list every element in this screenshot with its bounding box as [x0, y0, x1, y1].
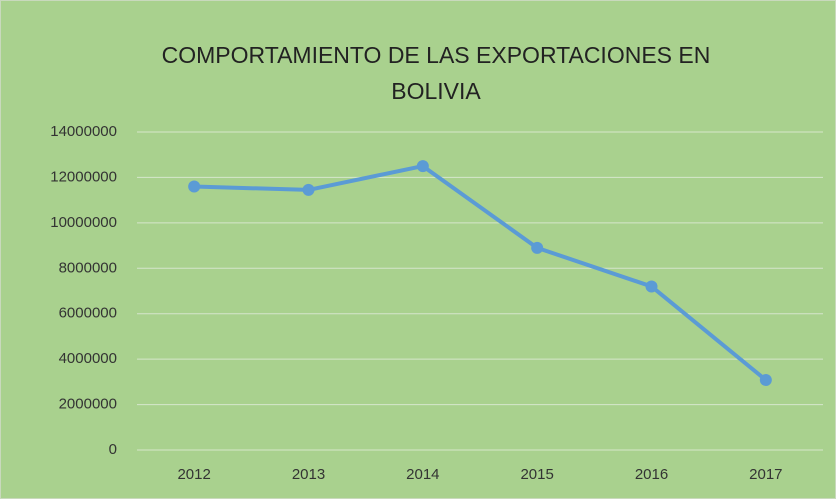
- data-point: [759, 374, 772, 387]
- y-tick-label: 4000000: [59, 350, 117, 367]
- y-tick-label: 8000000: [59, 259, 117, 276]
- y-tick-label: 6000000: [59, 305, 117, 322]
- data-line: [194, 164, 768, 382]
- y-tick-label: 14000000: [50, 123, 117, 140]
- data-point: [531, 241, 544, 254]
- data-point: [416, 160, 429, 173]
- chart-title: COMPORTAMIENTO DE LAS EXPORTACIONES EN B…: [161, 42, 711, 104]
- data-point: [188, 180, 201, 193]
- x-tick-label: 2012: [177, 466, 210, 483]
- y-tick-label: 2000000: [59, 396, 117, 413]
- x-tick-label: 2016: [635, 466, 668, 483]
- data-point: [302, 183, 315, 196]
- y-tick-label: 0: [109, 441, 117, 458]
- y-tick-label: 12000000: [50, 168, 117, 185]
- x-tick-label: 2017: [749, 466, 782, 483]
- x-tick-label: 2013: [292, 466, 325, 483]
- x-tick-label: 2015: [520, 466, 553, 483]
- data-point: [645, 280, 658, 293]
- y-tick-label: 10000000: [50, 214, 117, 231]
- x-tick-label: 2014: [406, 466, 439, 483]
